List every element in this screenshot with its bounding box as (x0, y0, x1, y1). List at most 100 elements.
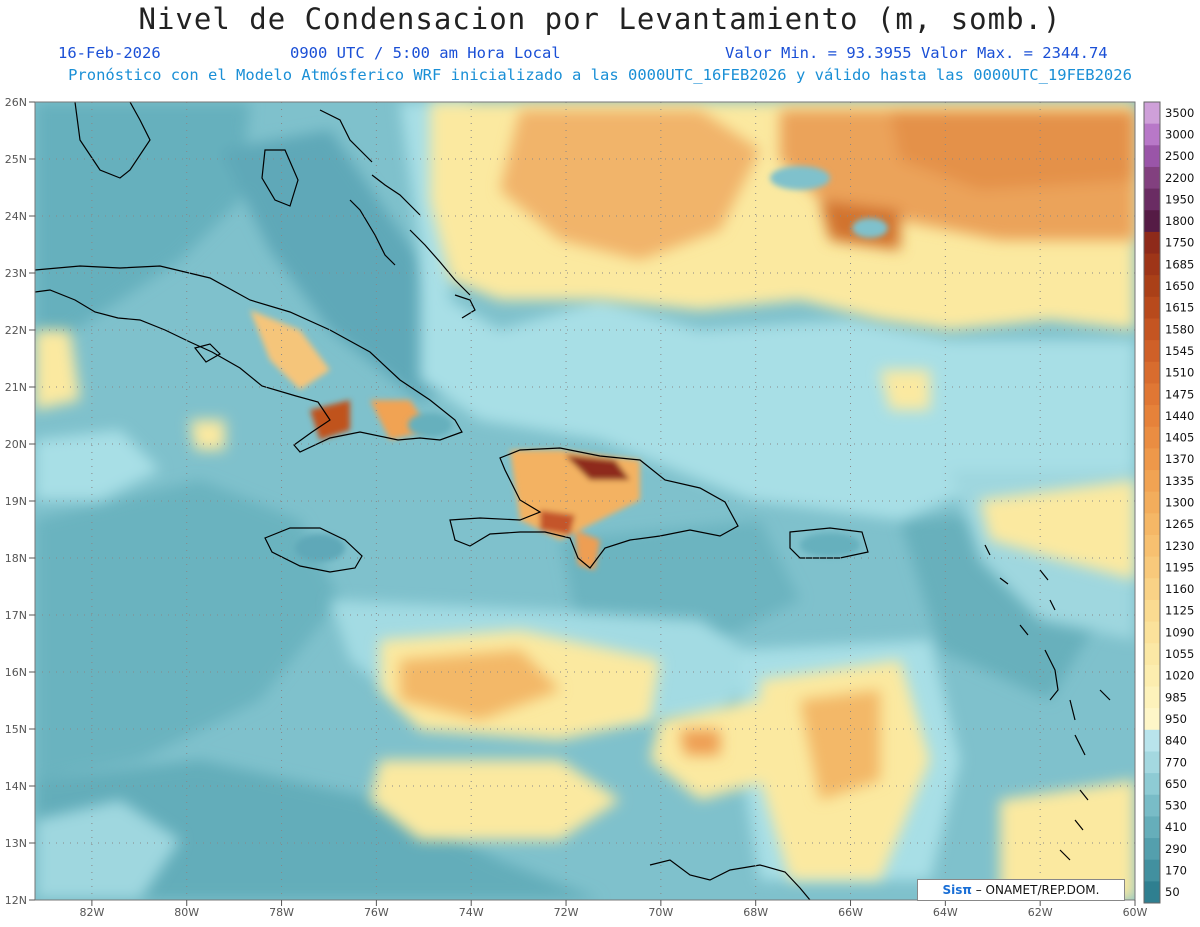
colorbar-swatch-1300 (1144, 491, 1160, 514)
lat-label-21n: 21N (5, 381, 27, 394)
longitude-axis: 82W 80W 78W 76W 74W 72W 70W 68W 66W 64W 62W 60W (79, 900, 1148, 919)
cuba-coast (35, 265, 463, 453)
lat-label-18n: 18N (5, 552, 27, 565)
lat-label-20n: 20N (5, 438, 27, 451)
colorbar-swatch-1125 (1144, 599, 1160, 623)
colorbar-label-1265: 1265 (1165, 517, 1194, 531)
colorbar-label-650: 650 (1165, 777, 1187, 791)
lon-label-70w: 70W (648, 906, 673, 919)
colorbar-swatch-1615 (1144, 296, 1160, 319)
colorbar-swatch-840 (1144, 729, 1160, 752)
colorbar-label-840: 840 (1165, 734, 1187, 748)
lat-label-19n: 19N (5, 495, 27, 508)
jamaica-coast (264, 527, 363, 573)
south-american-coast (649, 859, 811, 900)
colorbar-label-1020: 1020 (1165, 669, 1194, 683)
colorbar-swatch-2200 (1144, 166, 1160, 190)
colorbar-swatch-1545 (1144, 340, 1160, 363)
colorbar-swatch-1650 (1144, 275, 1160, 298)
credit-text: – ONAMET/REP.DOM. (971, 883, 1100, 897)
colorbar-label-1545: 1545 (1165, 344, 1194, 358)
colorbar-label-1650: 1650 (1165, 279, 1194, 293)
latitude-axis: 26N 25N 24N 23N 22N 21N 20N 19N 18N 17N 16N 15N 14N 1… (5, 96, 35, 907)
orange-regions (400, 110, 1135, 800)
lon-label-60w: 60W (1123, 906, 1148, 919)
lcl-field (35, 102, 1135, 900)
colorbar-swatch-1195 (1144, 556, 1160, 579)
colorbar-swatch-50 (1144, 881, 1160, 904)
lat-label-23n: 23N (5, 267, 27, 280)
colorbar-swatch-650 (1144, 773, 1160, 796)
island-highs (250, 310, 640, 570)
colorbar-swatch-770 (1144, 751, 1160, 774)
colorbar-swatch-1020 (1144, 664, 1160, 688)
hispaniola-coast (449, 447, 739, 569)
colorbar-swatch-2500 (1144, 145, 1160, 168)
lon-label-78w: 78W (269, 906, 294, 919)
colorbar-swatch-1160 (1144, 578, 1160, 601)
colorbar-label-290: 290 (1165, 842, 1187, 856)
sispi-logo: Sisπ (942, 883, 972, 897)
lon-label-68w: 68W (743, 906, 768, 919)
colorbar-label-1055: 1055 (1165, 647, 1194, 661)
colorbar-label-3000: 3000 (1165, 127, 1194, 141)
lat-label-13n: 13N (5, 837, 27, 850)
colorbar-swatch-1265 (1144, 513, 1160, 536)
colorbar-label-1125: 1125 (1165, 604, 1194, 618)
colorbar-label-3500: 3500 (1165, 106, 1194, 120)
credit-badge: Sisπ – ONAMET/REP.DOM. (917, 879, 1125, 901)
colorbar-label-1405: 1405 (1165, 431, 1194, 445)
colorbar-swatch-1580 (1144, 318, 1160, 341)
model-info: Pronóstico con el Modelo Atmósferico WRF… (68, 66, 1132, 84)
lat-label-26n: 26N (5, 96, 27, 109)
colorbar-swatch-1685 (1144, 253, 1160, 276)
colorbar-label-1370: 1370 (1165, 452, 1194, 466)
lon-label-82w: 82W (79, 906, 104, 919)
colorbar-label-1440: 1440 (1165, 409, 1194, 423)
colorbar-label-2500: 2500 (1165, 149, 1194, 163)
colorbar-swatch-1510 (1144, 361, 1160, 384)
isla-juventud-coast (193, 343, 221, 363)
lat-label-12n: 12N (5, 894, 27, 907)
forecast-date: 16-Feb-2026 (58, 44, 161, 62)
colorbar-label-770: 770 (1165, 755, 1187, 769)
colorbar: 3500 3000 2500 2200 1950 1800 1750 1685 1650 1615… (1143, 101, 1194, 904)
colorbar-frame (1143, 101, 1161, 904)
colorbar-label-1300: 1300 (1165, 496, 1194, 510)
colorbar-swatch-1230 (1144, 534, 1160, 558)
lat-label-14n: 14N (5, 780, 27, 793)
colorbar-label-1800: 1800 (1165, 214, 1194, 228)
andros-island (261, 149, 299, 207)
colorbar-swatch-1750 (1144, 231, 1160, 255)
colorbar-swatch-1335 (1144, 470, 1160, 493)
lon-label-66w: 66W (838, 906, 863, 919)
colorbar-label-1615: 1615 (1165, 301, 1194, 315)
colorbar-label-1090: 1090 (1165, 625, 1194, 639)
colorbar-swatch-1475 (1144, 383, 1160, 406)
lon-label-72w: 72W (554, 906, 579, 919)
colorbar-swatch-1090 (1144, 621, 1160, 644)
colorbar-swatch-3000 (1144, 123, 1160, 146)
colorbar-label-950: 950 (1165, 712, 1187, 726)
colorbar-label-1750: 1750 (1165, 236, 1194, 250)
lon-label-62w: 62W (1028, 906, 1053, 919)
colorbar-label-2200: 2200 (1165, 171, 1194, 185)
forecast-time: 0900 UTC / 5:00 am Hora Local (290, 44, 561, 62)
colorbar-swatch-530 (1144, 794, 1160, 817)
colorbar-label-410: 410 (1165, 820, 1187, 834)
colorbar-label-530: 530 (1165, 799, 1187, 813)
puerto-rico-coast (789, 527, 869, 559)
colorbar-label-1195: 1195 (1165, 560, 1194, 574)
teal-lows (295, 166, 888, 562)
lat-label-16n: 16N (5, 666, 27, 679)
coastlines (35, 102, 1111, 900)
colorbar-swatch-3500 (1144, 102, 1160, 125)
colorbar-label-1335: 1335 (1165, 474, 1194, 488)
colorbar-label-1160: 1160 (1165, 582, 1194, 596)
gridlines (35, 102, 1135, 900)
map-title: Nivel de Condensacion por Levantamiento … (138, 2, 1062, 36)
colorbar-label-1580: 1580 (1165, 322, 1194, 336)
colorbar-swatch-1950 (1144, 188, 1160, 211)
colorbar-label-1475: 1475 (1165, 387, 1194, 401)
